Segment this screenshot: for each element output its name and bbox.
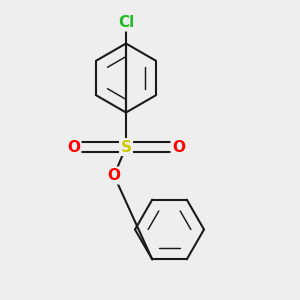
Text: O: O xyxy=(172,140,185,154)
Text: O: O xyxy=(107,168,121,183)
Text: S: S xyxy=(121,140,131,154)
Text: O: O xyxy=(67,140,80,154)
Text: Cl: Cl xyxy=(118,15,134,30)
